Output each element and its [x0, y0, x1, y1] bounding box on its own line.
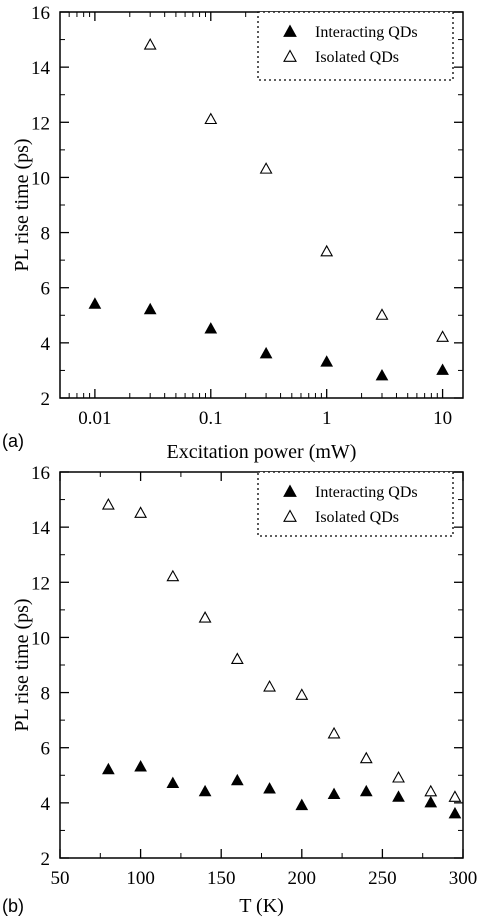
y-tick-label: 12 [31, 113, 50, 134]
y-tick-label: 2 [41, 849, 51, 870]
data-point [263, 679, 276, 692]
y-tick-label: 8 [41, 224, 51, 245]
x-tick-label: 300 [449, 868, 478, 889]
y-tick-label: 16 [31, 463, 50, 484]
chart-panel-a: 2 4 6 8 10 12 14 16 0.01 0.1 1 10 Excitation power (… [2, 3, 464, 463]
y-tick-label: 4 [41, 794, 51, 815]
data-point [448, 790, 462, 802]
legend-label: Interacting QDs [315, 484, 418, 501]
data-point [436, 363, 449, 375]
data-point [230, 652, 244, 664]
series-interacting [102, 760, 462, 819]
x-tick-label: 50 [51, 868, 70, 889]
y-tick-label: 6 [41, 279, 51, 300]
data-point [101, 498, 115, 510]
data-point [198, 784, 212, 797]
data-point [134, 506, 148, 518]
y-tick-label: 8 [41, 684, 51, 705]
legend-label: Isolated QDs [315, 509, 399, 526]
y-axis-label: PL rise time (ps) [11, 138, 33, 271]
legend-label: Interacting QDs [315, 24, 418, 41]
legend-marker [283, 509, 297, 522]
x-tick-label: 0.01 [78, 408, 111, 429]
data-point [102, 762, 115, 775]
x-tick-label: 100 [126, 868, 155, 889]
data-point [320, 355, 334, 367]
legend-label: Isolated QDs [315, 49, 399, 66]
y-tick-label: 4 [41, 334, 51, 355]
data-point [143, 38, 157, 50]
legend-box [257, 471, 454, 537]
legend-marker [283, 24, 297, 37]
legend-marker [283, 49, 297, 62]
y-tick-label: 14 [31, 518, 51, 539]
data-point [259, 346, 273, 359]
data-point [204, 112, 218, 125]
data-point [424, 795, 438, 808]
series-isolated [101, 498, 462, 802]
data-point [143, 302, 157, 315]
data-point [263, 782, 276, 794]
x-tick-label: 200 [288, 868, 317, 889]
data-point [166, 776, 180, 789]
x-tick-label: 1 [322, 408, 332, 429]
data-point [436, 330, 450, 342]
series-interacting [88, 297, 449, 381]
chart-panel-b: 2 4 6 8 10 12 14 16 50 100 150 200 250 300 T (K) PL ris… [2, 463, 477, 917]
data-point [166, 569, 180, 582]
data-point [327, 787, 341, 800]
x-tick-label: 150 [207, 868, 236, 889]
data-point [448, 806, 462, 819]
data-point [134, 760, 147, 772]
legend: Interacting QDs Isolated QDs [257, 471, 454, 537]
y-tick-label: 10 [31, 168, 50, 189]
data-point [392, 770, 405, 783]
data-point [198, 611, 212, 623]
y-tick-label: 14 [31, 58, 51, 79]
data-point [88, 297, 102, 309]
data-point [230, 773, 244, 786]
data-point [320, 244, 334, 257]
data-point [327, 726, 341, 739]
y-axis-label: PL rise time (ps) [11, 598, 33, 731]
panel-label: (a) [2, 431, 24, 451]
data-point [295, 798, 309, 811]
x-tick-label: 0.1 [199, 408, 223, 429]
data-point [424, 784, 438, 797]
y-tick-label: 12 [31, 573, 50, 594]
x-axis-label: T (K) [239, 895, 284, 917]
y-tick-label: 10 [31, 628, 50, 649]
data-point [295, 688, 309, 700]
y-tick-label: 2 [41, 389, 51, 410]
legend-box [257, 11, 454, 81]
panel-label: (b) [2, 896, 24, 916]
y-tick-label: 16 [31, 3, 50, 24]
legend-marker [283, 484, 297, 497]
data-point [359, 784, 373, 797]
x-tick-label: 10 [433, 408, 452, 429]
data-point [204, 322, 218, 334]
x-axis-label: Excitation power (mW) [167, 441, 357, 463]
series-isolated [143, 38, 450, 342]
y-tick-label: 6 [41, 739, 51, 760]
data-point [359, 751, 373, 764]
data-point [392, 790, 405, 802]
data-point [259, 162, 273, 174]
data-point [375, 368, 389, 381]
x-tick-label: 250 [368, 868, 397, 889]
data-point [375, 308, 389, 320]
legend: Interacting QDs Isolated QDs [257, 11, 454, 81]
